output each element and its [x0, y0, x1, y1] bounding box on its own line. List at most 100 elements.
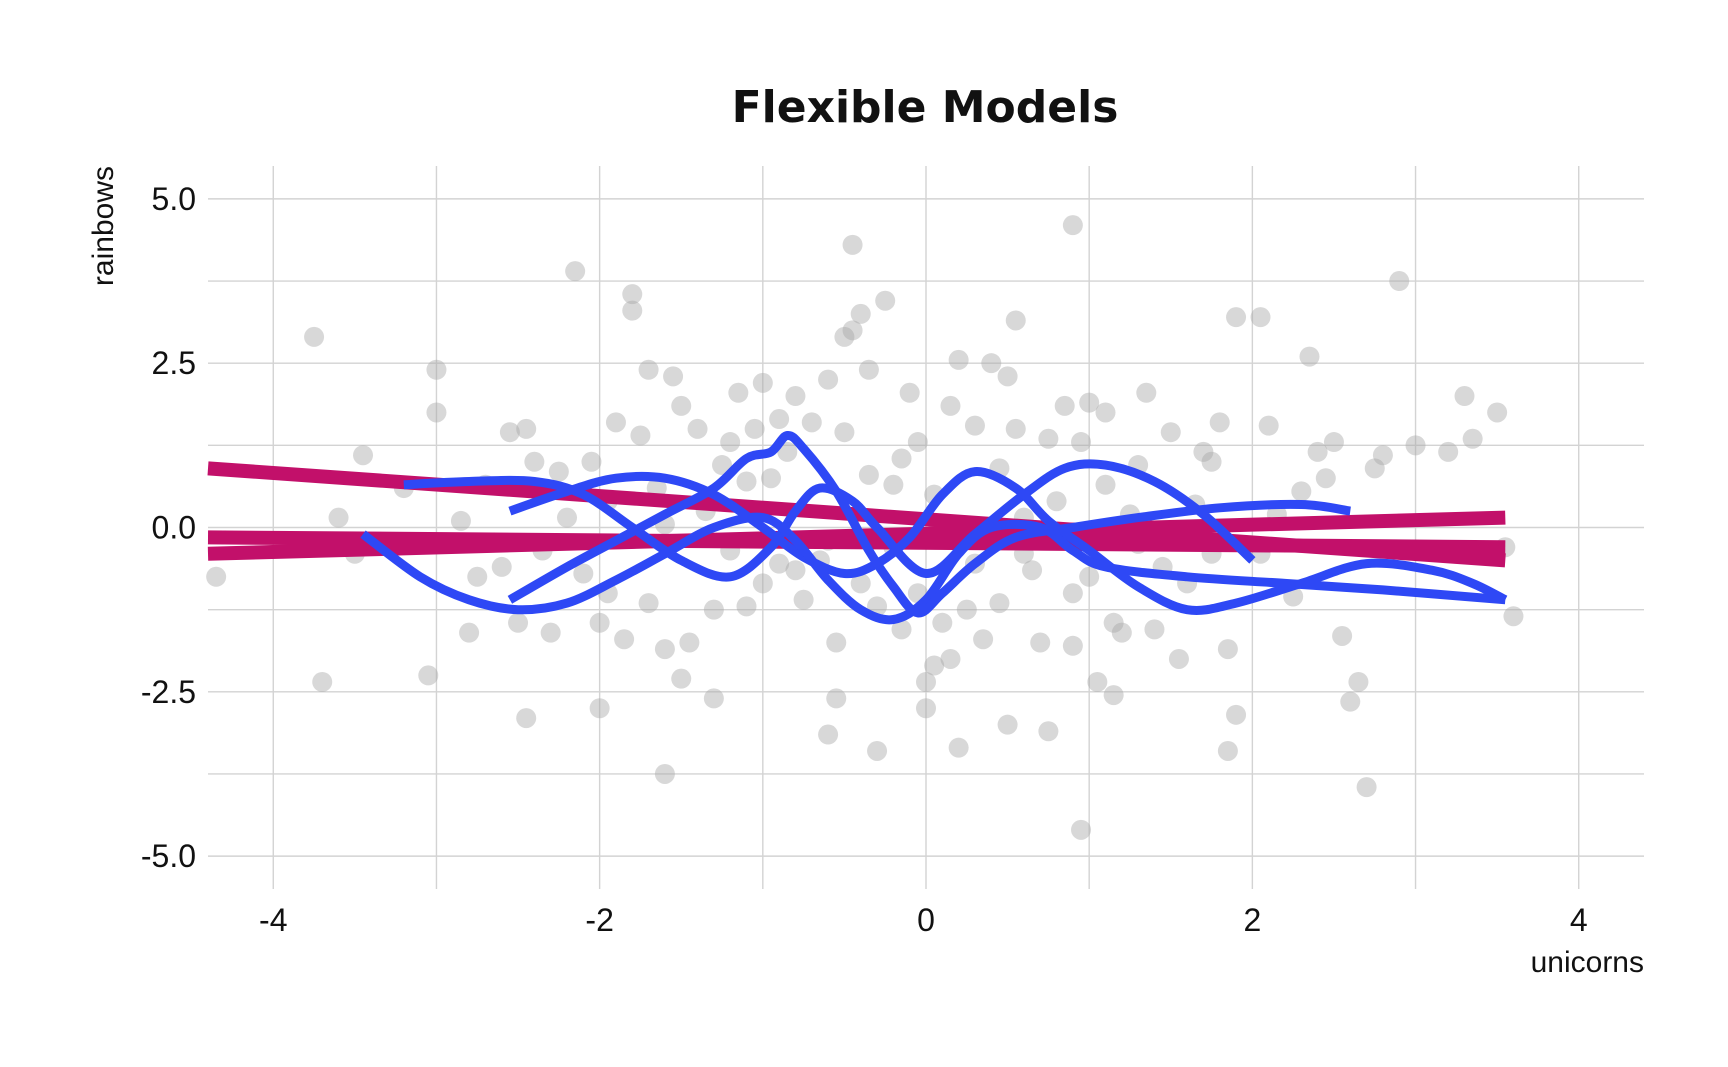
data-point [1462, 428, 1483, 449]
data-point [956, 599, 977, 620]
data-point [1136, 382, 1157, 403]
data-point [516, 418, 537, 439]
data-point [973, 629, 994, 650]
data-point [622, 284, 643, 305]
data-point [459, 622, 480, 643]
data-point [638, 593, 659, 614]
data-point [1250, 307, 1271, 328]
tick-labels: -4 -2 0 2 4 -5.0 -2.5 0.0 2.5 5.0 [141, 181, 1588, 938]
data-point [867, 740, 888, 761]
data-point [1062, 215, 1083, 236]
data-point [785, 386, 806, 407]
data-point [793, 589, 814, 610]
x-axis-label: unicorns [1531, 946, 1644, 979]
data-point [1291, 481, 1312, 502]
data-point [1356, 777, 1377, 798]
data-point [752, 573, 773, 594]
data-point [1062, 583, 1083, 604]
flexible-model-line [360, 512, 1506, 625]
data-point [744, 418, 765, 439]
data-point [1079, 566, 1100, 587]
data-point [1005, 418, 1026, 439]
data-point [1160, 422, 1181, 443]
data-point [1258, 415, 1279, 436]
data-point [1340, 691, 1361, 712]
data-point [850, 303, 871, 324]
data-point [760, 468, 781, 489]
data-point [703, 599, 724, 620]
data-point [1405, 435, 1426, 456]
data-point [1348, 671, 1369, 692]
data-point [1071, 819, 1092, 840]
data-point [573, 563, 594, 584]
data-point [1022, 560, 1043, 581]
data-point [703, 688, 724, 709]
data-point [777, 441, 798, 462]
data-point [834, 422, 855, 443]
data-point [1315, 468, 1336, 489]
data-point [899, 382, 920, 403]
data-point [1062, 635, 1083, 656]
data-point [1332, 625, 1353, 646]
data-point [801, 412, 822, 433]
data-point [1217, 639, 1238, 660]
data-point [206, 566, 227, 587]
data-point [679, 632, 700, 653]
x-tick-label: -4 [259, 902, 287, 938]
data-point [1372, 445, 1393, 466]
data-point [548, 461, 569, 482]
data-point [1217, 740, 1238, 761]
data-point [589, 612, 610, 633]
data-point [1209, 412, 1230, 433]
data-point [1438, 441, 1459, 462]
data-point [1071, 432, 1092, 453]
data-point [1487, 402, 1508, 423]
data-point [875, 290, 896, 311]
data-point [491, 556, 512, 577]
data-point [426, 402, 447, 423]
data-point [818, 724, 839, 745]
data-point [524, 451, 545, 472]
data-point [581, 451, 602, 472]
data-point [353, 445, 374, 466]
data-point [654, 639, 675, 660]
x-tick-label: 2 [1243, 902, 1261, 938]
data-point [834, 326, 855, 347]
data-point [1307, 441, 1328, 462]
data-point [328, 507, 349, 528]
data-point [630, 425, 651, 446]
data-point [940, 648, 961, 669]
data-point [997, 714, 1018, 735]
data-point [605, 412, 626, 433]
data-point [508, 612, 529, 633]
data-point [540, 622, 561, 643]
data-point [989, 593, 1010, 614]
data-point [1193, 441, 1214, 462]
y-tick-label: 2.5 [152, 345, 196, 381]
data-point [1111, 622, 1132, 643]
y-tick-label: -2.5 [141, 674, 196, 710]
data-point [736, 596, 757, 617]
y-tick-label: 0.0 [152, 510, 196, 546]
data-point [638, 359, 659, 380]
data-point [948, 737, 969, 758]
data-point [516, 708, 537, 729]
data-point [1299, 346, 1320, 367]
data-point [426, 359, 447, 380]
data-point [1201, 451, 1222, 472]
data-point [769, 409, 790, 430]
data-point [997, 366, 1018, 387]
data-point [622, 300, 643, 321]
data-point [1087, 671, 1108, 692]
data-point [712, 455, 733, 476]
data-point [940, 395, 961, 416]
data-point [671, 395, 692, 416]
data-point [1038, 721, 1059, 742]
x-tick-label: 0 [917, 902, 935, 938]
data-point [736, 471, 757, 492]
data-point [499, 422, 520, 443]
chart-title: Flexible Models [732, 82, 1119, 133]
data-point [785, 560, 806, 581]
data-point [728, 382, 749, 403]
grid [208, 166, 1644, 889]
